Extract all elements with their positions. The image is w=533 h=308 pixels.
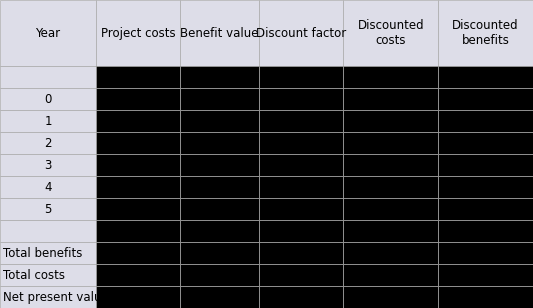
- Bar: [0, 132, 96, 154]
- Bar: [343, 66, 438, 88]
- Bar: [180, 220, 259, 242]
- Bar: [0, 66, 96, 88]
- Bar: [438, 154, 533, 176]
- Bar: [343, 110, 438, 132]
- Bar: [438, 264, 533, 286]
- Bar: [343, 198, 438, 220]
- Bar: [259, 0, 343, 66]
- Bar: [180, 198, 259, 220]
- Text: 4: 4: [44, 180, 52, 194]
- Bar: [259, 154, 343, 176]
- Bar: [259, 286, 343, 308]
- Bar: [343, 132, 438, 154]
- Bar: [180, 176, 259, 198]
- Bar: [259, 66, 343, 88]
- Text: Benefit value: Benefit value: [180, 26, 259, 40]
- Text: Discount factor: Discount factor: [256, 26, 346, 40]
- Bar: [438, 242, 533, 264]
- Bar: [96, 66, 180, 88]
- Text: 3: 3: [44, 159, 52, 172]
- Bar: [259, 242, 343, 264]
- Bar: [438, 66, 533, 88]
- Bar: [438, 220, 533, 242]
- Bar: [0, 286, 96, 308]
- Text: Year: Year: [35, 26, 61, 40]
- Bar: [438, 88, 533, 110]
- Bar: [343, 88, 438, 110]
- Bar: [259, 132, 343, 154]
- Bar: [0, 88, 96, 110]
- Bar: [438, 110, 533, 132]
- Bar: [180, 88, 259, 110]
- Bar: [0, 110, 96, 132]
- Bar: [0, 176, 96, 198]
- Text: Discounted
benefits: Discounted benefits: [452, 19, 519, 47]
- Bar: [343, 154, 438, 176]
- Bar: [0, 0, 96, 66]
- Bar: [343, 220, 438, 242]
- Bar: [180, 0, 259, 66]
- Bar: [96, 264, 180, 286]
- Bar: [343, 242, 438, 264]
- Bar: [96, 110, 180, 132]
- Bar: [0, 154, 96, 176]
- Bar: [438, 0, 533, 66]
- Bar: [180, 110, 259, 132]
- Bar: [259, 198, 343, 220]
- Bar: [96, 286, 180, 308]
- Bar: [343, 286, 438, 308]
- Text: Discounted
costs: Discounted costs: [357, 19, 424, 47]
- Bar: [96, 88, 180, 110]
- Text: Total benefits: Total benefits: [3, 246, 82, 260]
- Bar: [96, 132, 180, 154]
- Bar: [438, 198, 533, 220]
- Bar: [343, 176, 438, 198]
- Bar: [259, 176, 343, 198]
- Bar: [96, 198, 180, 220]
- Bar: [438, 132, 533, 154]
- Bar: [0, 220, 96, 242]
- Bar: [180, 286, 259, 308]
- Bar: [180, 66, 259, 88]
- Text: 0: 0: [44, 93, 52, 106]
- Bar: [180, 154, 259, 176]
- Bar: [343, 264, 438, 286]
- Bar: [438, 286, 533, 308]
- Bar: [96, 220, 180, 242]
- Bar: [180, 132, 259, 154]
- Bar: [96, 0, 180, 66]
- Bar: [259, 110, 343, 132]
- Text: 2: 2: [44, 137, 52, 150]
- Bar: [96, 242, 180, 264]
- Bar: [438, 176, 533, 198]
- Bar: [259, 220, 343, 242]
- Text: Net present value: Net present value: [3, 290, 108, 303]
- Text: Total costs: Total costs: [3, 269, 64, 282]
- Bar: [0, 264, 96, 286]
- Bar: [343, 0, 438, 66]
- Bar: [259, 88, 343, 110]
- Bar: [0, 198, 96, 220]
- Text: 5: 5: [44, 203, 52, 216]
- Bar: [96, 154, 180, 176]
- Bar: [180, 242, 259, 264]
- Bar: [96, 176, 180, 198]
- Text: 1: 1: [44, 115, 52, 128]
- Bar: [259, 264, 343, 286]
- Bar: [0, 242, 96, 264]
- Bar: [180, 264, 259, 286]
- Text: Project costs: Project costs: [101, 26, 175, 40]
